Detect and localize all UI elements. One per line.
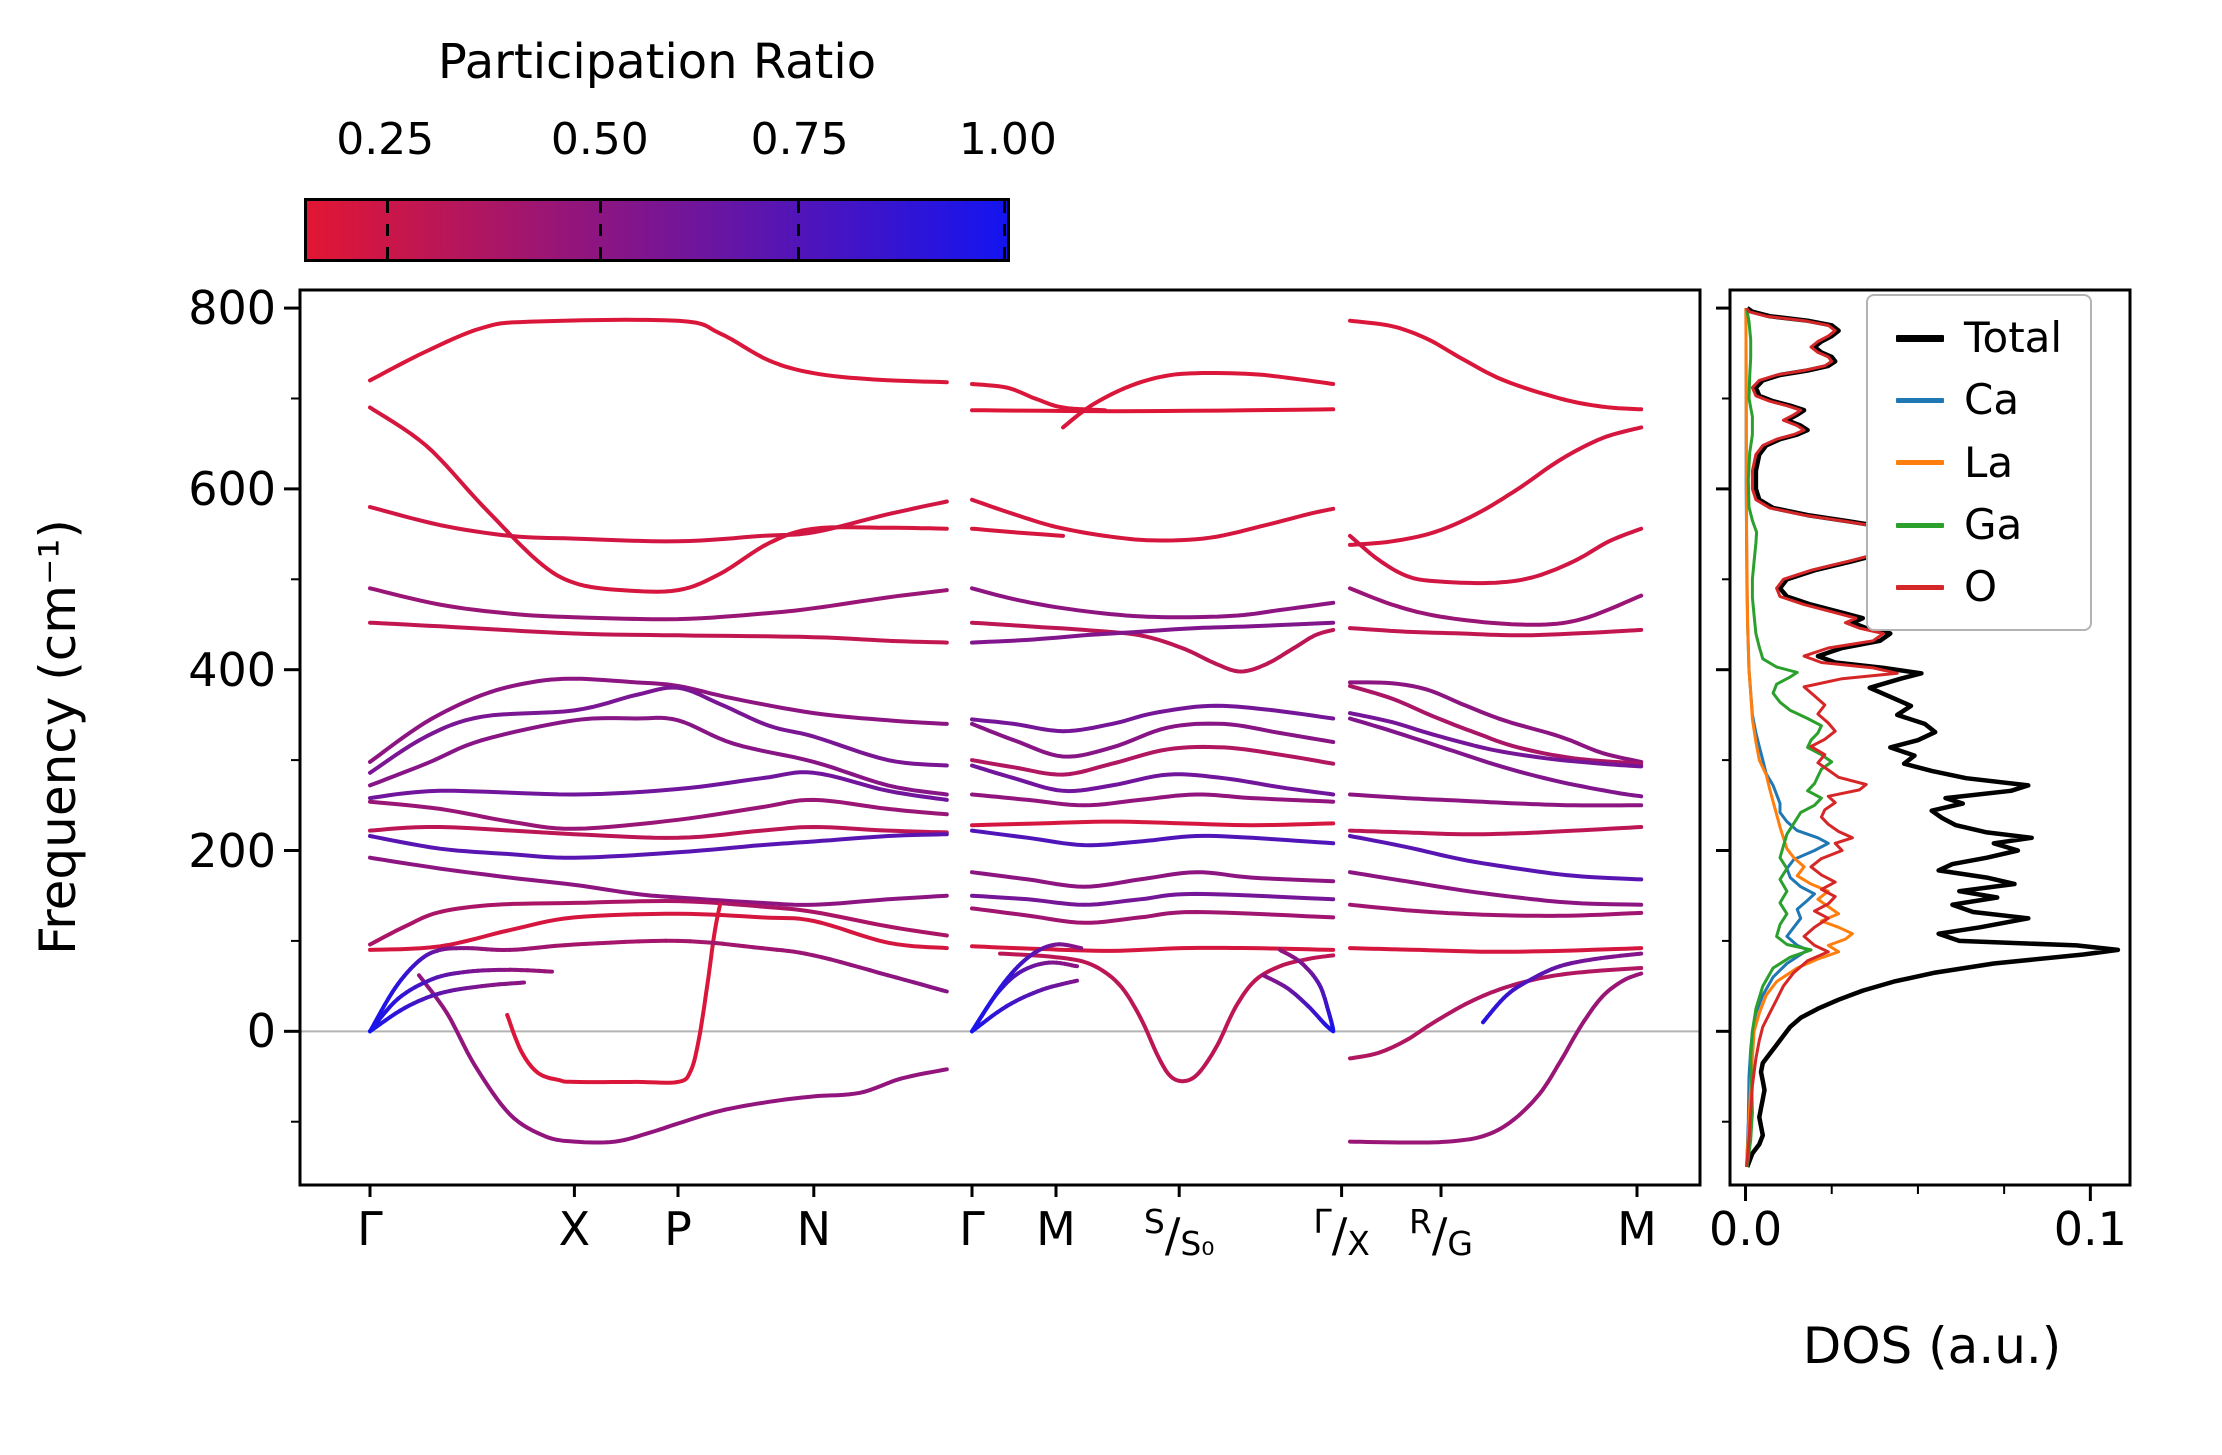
- colorbar-tick-label: 0.75: [750, 114, 849, 165]
- colorbar-title: Participation Ratio: [437, 34, 877, 90]
- y-tick-label: 800: [188, 281, 276, 336]
- x-tick-label: R/G: [1408, 1202, 1474, 1263]
- colorbar-tick-label: 0.50: [550, 114, 649, 165]
- x-tick-label: X: [558, 1202, 591, 1256]
- legend-entry: O: [1896, 562, 2062, 612]
- colorbar-tick-mark: [1003, 201, 1007, 259]
- y-tick-label: 400: [188, 642, 276, 697]
- legend-entry: La: [1896, 437, 2062, 487]
- dos-x-tick-label: 0.1: [2053, 1202, 2127, 1256]
- legend-label: Total: [1964, 313, 2063, 362]
- y-tick-label: 0: [246, 1004, 276, 1059]
- y-axis-label: Frequency (cm⁻¹): [29, 519, 87, 955]
- legend-entry: Ca: [1896, 375, 2062, 425]
- x-tick-label: S/S₀: [1143, 1202, 1215, 1263]
- colorbar-tick-mark: [796, 201, 800, 259]
- legend-swatch-ga: [1896, 522, 1944, 528]
- dos-x-tick-labels: 0.0 0.1: [0, 1204, 2222, 1284]
- legend-label: Ca: [1964, 375, 2020, 425]
- y-tick-label: 600: [188, 461, 276, 516]
- colorbar-tick-mark: [386, 201, 389, 259]
- legend-label: Ga: [1964, 499, 2023, 549]
- legend-swatch-ca: [1896, 397, 1944, 403]
- legend-label: O: [1964, 562, 1998, 612]
- x-tick-label: M: [1617, 1202, 1657, 1256]
- colorbar-tick-labels: 0.25 0.50 0.75 1.00: [304, 114, 1057, 168]
- x-tick-label: N: [796, 1202, 832, 1256]
- legend-swatch-o: [1896, 584, 1944, 590]
- y-tick-labels: 0 200 400 600 800: [120, 0, 276, 1455]
- x-tick-label: Γ/X: [1313, 1202, 1370, 1263]
- colorbar-tick-label: 0.25: [336, 114, 435, 165]
- legend-entry: Ga: [1896, 499, 2062, 549]
- legend-swatch-total: [1896, 334, 1944, 342]
- dos-x-tick-label: 0.0: [1708, 1202, 1783, 1256]
- legend-label: La: [1964, 437, 2014, 487]
- x-tick-label: P: [664, 1202, 692, 1256]
- x-tick-label: Γ: [959, 1202, 985, 1256]
- x-tick-label: M: [1036, 1202, 1076, 1256]
- x-tick-label: Γ: [357, 1202, 383, 1256]
- dos-x-axis-label: DOS (a.u.): [1802, 1317, 2062, 1375]
- legend-entry: Total: [1896, 313, 2063, 362]
- x-tick-labels: Γ X P N Γ M S/S₀ Γ/X R/G M: [0, 1202, 2222, 1284]
- dos-legend: Total Ca La Ga O: [1866, 294, 2093, 632]
- legend-swatch-la: [1896, 460, 1944, 466]
- colorbar: [304, 198, 1010, 262]
- y-tick-label: 200: [188, 823, 276, 878]
- colorbar-tick-mark: [598, 201, 602, 259]
- colorbar-tick-label: 1.00: [958, 114, 1057, 165]
